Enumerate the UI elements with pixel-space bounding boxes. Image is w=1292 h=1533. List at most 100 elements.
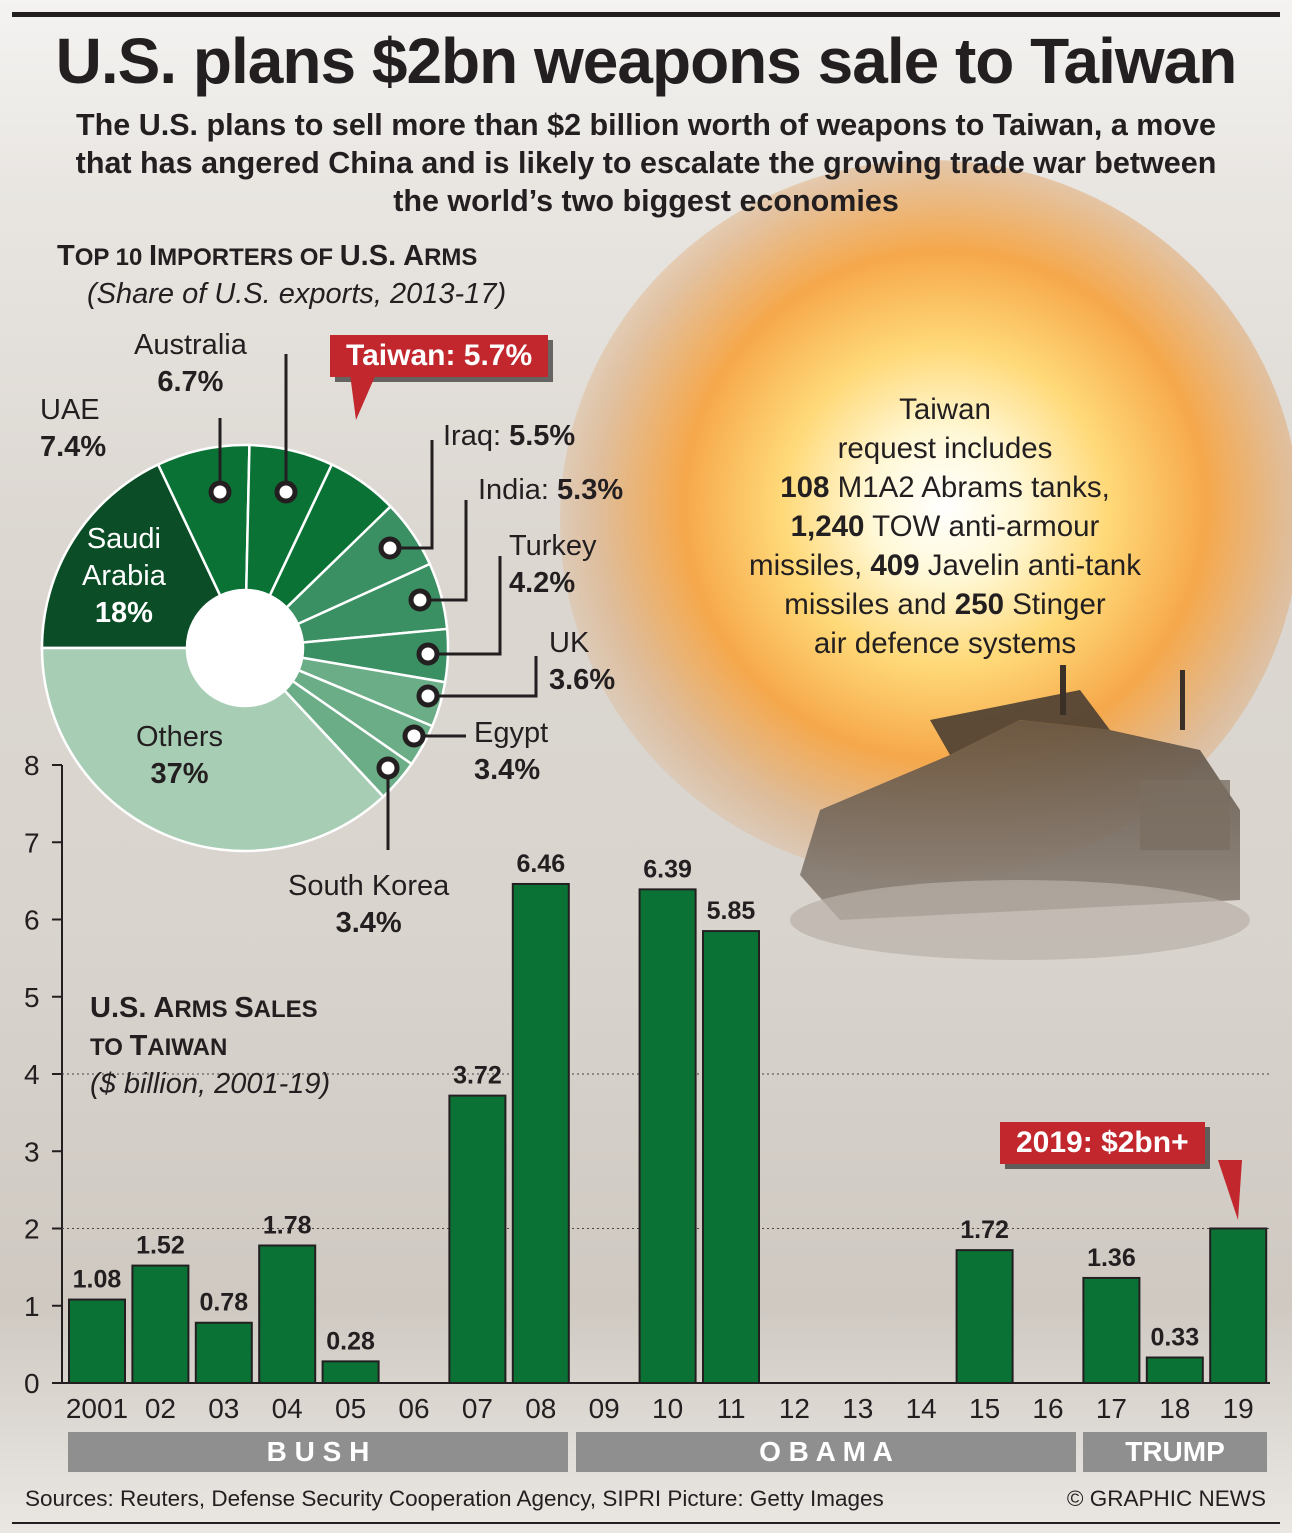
y-tick-label: 5: [24, 982, 40, 1013]
top-rule: [12, 12, 1280, 17]
pie-label-others: Others 37%: [136, 721, 224, 790]
x-tick-label: 12: [779, 1393, 810, 1424]
leader-dot-egypt: [402, 724, 426, 748]
label-leader-lines: [208, 354, 538, 850]
leader-dot-australia: [274, 480, 298, 504]
bar-04: [258, 1244, 317, 1384]
callout-2019: 2019: $2bn+: [1000, 1122, 1205, 1164]
x-tick-label: 18: [1159, 1393, 1190, 1424]
bar-02: [131, 1264, 190, 1384]
bar-value-label: 5.85: [707, 897, 756, 925]
intro-text: The U.S. plans to sell more than $2 bill…: [75, 108, 1217, 218]
taiwan-callout: Taiwan: 5.7%: [330, 335, 549, 377]
x-tick-label: 19: [1223, 1393, 1254, 1424]
donut-hole: [188, 591, 302, 705]
x-tick-label: 17: [1096, 1393, 1127, 1424]
bar-value-label: 6.39: [643, 855, 692, 883]
y-tick-label: 3: [24, 1136, 40, 1167]
bar-value-label: 0.28: [326, 1327, 375, 1355]
bar-2001: [68, 1298, 126, 1384]
x-tick-label: 2001: [66, 1393, 128, 1424]
bar-10: [638, 888, 697, 1384]
leader-line-uk: [428, 656, 538, 698]
bar-03: [194, 1321, 253, 1384]
bar-07: [448, 1094, 507, 1384]
x-tick-label: 16: [1032, 1393, 1063, 1424]
headline: U.S. plans $2bn weapons sale to Taiwan: [55, 25, 1238, 97]
x-tick-label: 07: [462, 1393, 493, 1424]
tank-silhouette: [790, 665, 1250, 960]
pie-label-south-korea: South Korea 3.4%: [288, 870, 450, 939]
y-tick-label: 4: [24, 1059, 40, 1090]
leader-line-iraq: [390, 440, 434, 550]
y-tick-label: 6: [24, 905, 40, 936]
pie-label-saudi-arabia: Saudi Arabia 18%: [82, 523, 166, 629]
bar-19: [1209, 1227, 1268, 1384]
pie-label-uae: UAE 7.4%: [40, 394, 107, 463]
pie-label-iraq: Iraq: 5.5%: [443, 420, 576, 452]
x-tick-label: 04: [272, 1393, 303, 1424]
pie-label-egypt: Egypt 3.4%: [474, 717, 549, 786]
bar-value-label: 3.72: [453, 1062, 502, 1090]
x-tick-label: 15: [969, 1393, 1000, 1424]
pie-label-australia: Australia 6.7%: [134, 329, 247, 398]
x-tick-label: 06: [398, 1393, 429, 1424]
leader-dot-south-korea: [376, 756, 400, 780]
bar-value-label: 1.08: [73, 1266, 122, 1294]
pie-title: TOP 10 IMPORTERS OF U.S. ARMS: [57, 240, 478, 272]
x-tick-label: 11: [716, 1393, 745, 1424]
leader-dot-india: [408, 588, 432, 612]
leader-line-india: [420, 500, 468, 602]
y-tick-label: 2: [24, 1214, 40, 1245]
pie-subtitle: (Share of U.S. exports, 2013-17): [87, 278, 507, 310]
leader-dot-turkey: [416, 642, 440, 666]
leader-line-turkey: [428, 556, 502, 656]
bar-chart: 0123456781.0820011.52020.78031.78040.280…: [24, 750, 1270, 1424]
bar-value-label: 1.36: [1087, 1244, 1136, 1272]
bar-value-label: 1.72: [960, 1216, 1009, 1244]
leader-dot-uk: [416, 684, 440, 708]
x-tick-label: 14: [906, 1393, 937, 1424]
x-tick-label: 08: [525, 1393, 556, 1424]
bar-15: [955, 1249, 1014, 1384]
bottom-rule: [12, 1522, 1280, 1524]
taiwan-request-text: Taiwan request includes 108 M1A2 Abrams …: [749, 393, 1141, 660]
pie-slice-saudi-arabia: [40, 462, 222, 650]
bar-18: [1145, 1356, 1204, 1384]
bar-11: [702, 930, 760, 1385]
era-bush: B U S H: [68, 1432, 568, 1472]
pie-label-uk: UK 3.6%: [549, 627, 616, 696]
bar-08: [511, 882, 570, 1385]
pie-label-turkey: Turkey 4.2%: [509, 530, 597, 599]
credit-line: © GRAPHIC NEWS: [1066, 1486, 1266, 1511]
bar-value-label: 6.46: [516, 850, 565, 878]
bar-17: [1082, 1276, 1141, 1384]
era-obama: O B A M A: [576, 1432, 1076, 1472]
pie-label-india: India: 5.3%: [478, 474, 624, 506]
x-tick-label: 03: [208, 1393, 239, 1424]
x-tick-label: 10: [652, 1393, 683, 1424]
y-tick-label: 7: [24, 827, 40, 858]
y-tick-label: 1: [24, 1291, 40, 1322]
pie-slice-others: [40, 646, 386, 853]
bar-value-label: 0.33: [1150, 1324, 1199, 1352]
taiwan-callout-pointer: [350, 374, 376, 420]
bar-value-label: 1.52: [136, 1232, 185, 1260]
era-trump: TRUMP: [1083, 1432, 1267, 1472]
y-tick-label: 8: [24, 750, 40, 781]
sources-line: Sources: Reuters, Defense Security Coope…: [25, 1486, 884, 1511]
x-tick-label: 05: [335, 1393, 366, 1424]
y-tick-label: 0: [24, 1368, 40, 1399]
x-tick-label: 13: [842, 1393, 873, 1424]
bar-title: U.S. ARMS SALES TO TAIWAN: [90, 992, 318, 1062]
leader-dot-uae: [208, 480, 232, 504]
leader-dot-iraq: [378, 536, 402, 560]
x-tick-label: 02: [145, 1393, 176, 1424]
bar-value-label: 1.78: [263, 1211, 312, 1239]
bar-subtitle: ($ billion, 2001-19): [90, 1068, 331, 1100]
bar-05: [321, 1360, 380, 1384]
callout-2019-pointer: [1218, 1160, 1242, 1220]
x-tick-label: 09: [589, 1393, 620, 1424]
